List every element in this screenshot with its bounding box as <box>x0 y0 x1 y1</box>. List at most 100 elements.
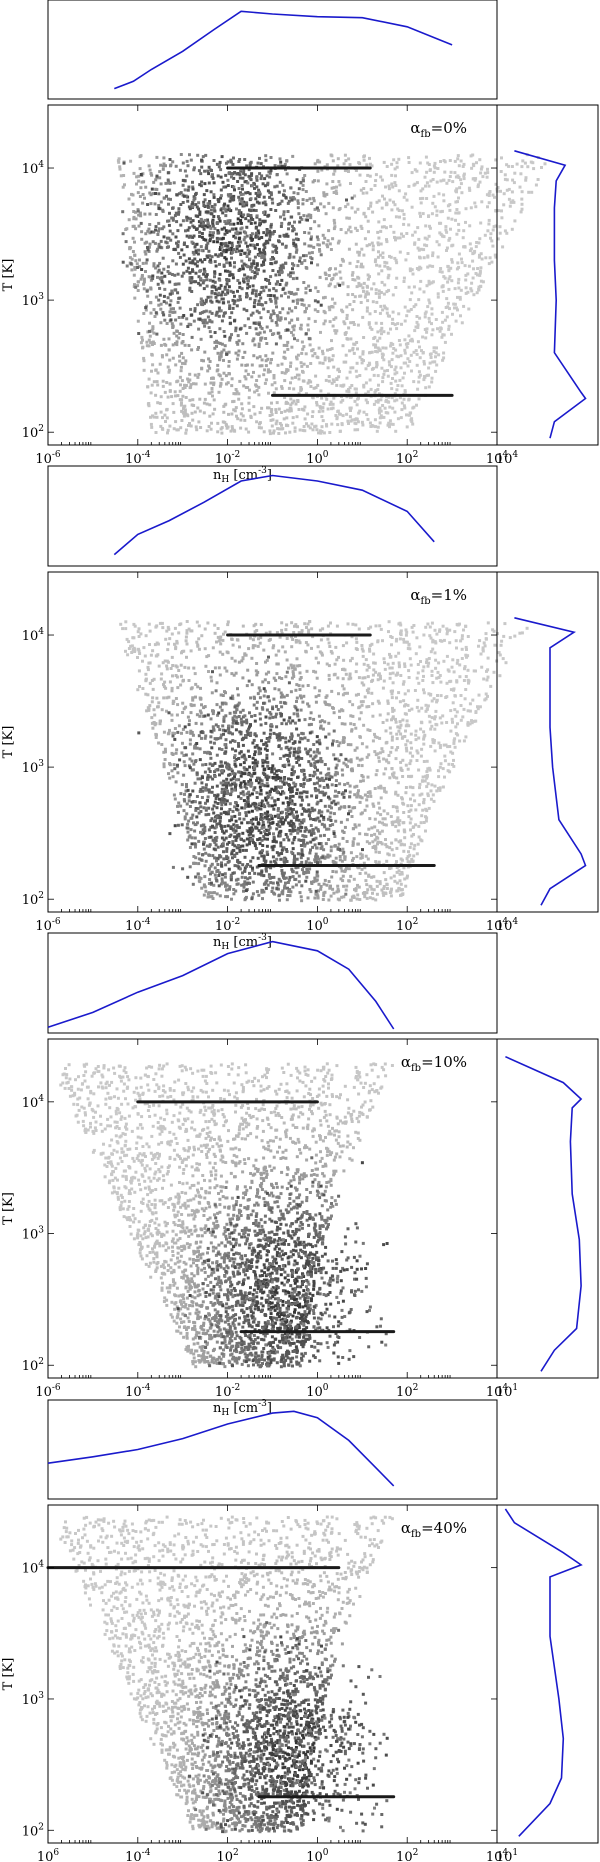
histogram-cell <box>294 375 297 379</box>
histogram-cell <box>210 895 214 899</box>
histogram-cell <box>141 193 145 196</box>
histogram-cell <box>415 352 419 356</box>
histogram-cell <box>449 227 452 231</box>
histogram-cell <box>376 374 380 378</box>
histogram-cell <box>395 161 399 165</box>
histogram-cell <box>365 833 369 837</box>
histogram-cell <box>371 802 375 806</box>
histogram-cell <box>216 229 220 233</box>
histogram-cell <box>287 295 290 299</box>
histogram-cell <box>232 408 236 412</box>
histogram-cell <box>210 169 213 172</box>
histogram-cell <box>505 178 509 182</box>
x-tick-label: 10-2 <box>215 450 240 467</box>
histogram-cell <box>283 356 287 360</box>
histogram-cell <box>358 800 362 804</box>
histogram-core-cell <box>181 219 185 223</box>
histogram-cell <box>332 186 336 190</box>
histogram-cell <box>280 371 284 375</box>
histogram-cell <box>499 189 502 193</box>
histogram-cell <box>327 838 331 841</box>
histogram-cell <box>138 258 141 262</box>
histogram-cell <box>473 201 477 205</box>
histogram-cell <box>241 863 245 867</box>
histogram-cell <box>323 856 327 860</box>
histogram-cell <box>423 733 427 737</box>
histogram-cell <box>404 258 408 262</box>
histogram-cell <box>409 308 413 311</box>
histogram-cell <box>210 862 214 866</box>
histogram-core-cell <box>200 165 204 169</box>
histogram-cell <box>408 360 412 363</box>
histogram-cell <box>238 379 242 383</box>
histogram-cell <box>445 681 449 685</box>
histogram-cell <box>382 657 386 661</box>
histogram-cell <box>330 783 334 787</box>
histogram-cell <box>244 363 248 367</box>
histogram-cell <box>314 670 318 674</box>
histogram-cell <box>290 635 294 639</box>
histogram-cell <box>289 361 293 365</box>
histogram-cell <box>435 240 439 244</box>
histogram-cell <box>239 418 243 422</box>
histogram-cell <box>374 773 378 777</box>
histogram-core-cell <box>276 331 280 335</box>
histogram-cell <box>438 788 442 792</box>
histogram-cell <box>144 679 148 683</box>
histogram-cell <box>298 750 302 754</box>
histogram-cell <box>512 181 516 185</box>
histogram-cell <box>358 872 362 875</box>
histogram-cell <box>236 342 240 346</box>
histogram-cell <box>285 159 289 163</box>
histogram-cell <box>375 892 379 896</box>
histogram-cell <box>260 236 264 239</box>
histogram-cell <box>327 274 331 277</box>
histogram-cell <box>234 351 238 355</box>
histogram-cell <box>299 361 303 365</box>
histogram-cell <box>137 174 141 178</box>
histogram-cell <box>283 162 287 166</box>
histogram-cell <box>322 402 326 406</box>
histogram-core-cell <box>223 287 227 291</box>
histogram-cell <box>379 677 382 681</box>
histogram-cell <box>171 674 174 678</box>
histogram-cell <box>341 398 345 402</box>
histogram-cell <box>151 325 155 329</box>
histogram-cell <box>430 716 434 720</box>
histogram-cell <box>429 797 433 801</box>
histogram-cell <box>348 415 352 419</box>
histogram-cell <box>288 829 292 832</box>
histogram-cell <box>371 300 375 304</box>
histogram-core-cell <box>298 259 302 263</box>
histogram-cell <box>433 715 437 719</box>
histogram-cell <box>202 401 206 405</box>
histogram-cell <box>194 249 198 253</box>
histogram-cell <box>289 409 293 413</box>
histogram-cell <box>372 402 376 406</box>
histogram-cell <box>518 631 522 635</box>
histogram-cell <box>431 681 435 685</box>
histogram-cell <box>262 373 266 377</box>
histogram-cell <box>379 786 383 790</box>
histogram-cell <box>269 881 273 885</box>
histogram-cell <box>385 311 389 315</box>
histogram-cell <box>422 737 426 741</box>
histogram-cell <box>190 768 194 772</box>
histogram-core-cell <box>166 219 169 223</box>
histogram-cell <box>422 688 425 692</box>
histogram-cell <box>433 166 437 170</box>
histogram-cell <box>314 374 318 378</box>
histogram-cell <box>380 206 384 210</box>
histogram-cell <box>423 315 427 319</box>
histogram-cell <box>329 400 333 404</box>
histogram-cell <box>197 220 201 224</box>
histogram-cell <box>197 852 201 856</box>
histogram-cell <box>154 178 158 182</box>
histogram-cell <box>182 407 185 411</box>
histogram-cell <box>489 232 493 236</box>
histogram-cell <box>283 350 287 354</box>
histogram-cell <box>330 278 334 282</box>
histogram-cell <box>300 631 304 635</box>
histogram-core-cell <box>222 226 226 230</box>
histogram-cell <box>328 320 332 324</box>
